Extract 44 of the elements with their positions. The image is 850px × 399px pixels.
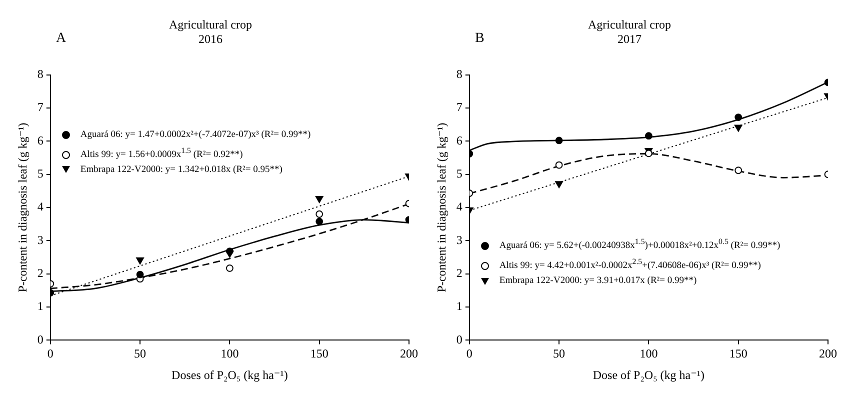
- y-tick-label: 6: [456, 133, 462, 148]
- text: A: [56, 31, 67, 46]
- y-axis-title: P-content in diagnosis leaf (g kg⁻¹): [434, 122, 448, 292]
- legend-label: Altis 99: y= 1.56+0.0009x$^{1.5}$ (R²= 0.92**): [80, 146, 243, 160]
- x-tick-label: 100: [640, 346, 658, 361]
- y-tick-label: 6: [37, 133, 44, 148]
- chart-title: Agricultural crop: [588, 17, 671, 32]
- y-tick-label: 7: [37, 100, 44, 114]
- y-tick-label: 1: [37, 299, 44, 314]
- legend-label: Altis 99: y= 4.42+0.001x²-0.0002x$^{2.5}$+(7.40608e-06)x³ (R²= 0.99**): [499, 257, 761, 272]
- text: B: [475, 31, 484, 46]
- x-axis-title: Dose of P₂O₅ (kg ha⁻¹): [592, 368, 705, 382]
- x-tick-label: 200: [400, 346, 418, 361]
- y-tick-label: 2: [456, 266, 462, 280]
- y-tick-label: 2: [37, 266, 44, 280]
- y-tick-label: 8: [456, 66, 462, 81]
- y-tick-label: 7: [456, 100, 462, 114]
- y-axis-title: P-content in diagnosis leaf (g kg⁻¹): [15, 122, 30, 292]
- legend-label: Embrapa 122-V2000: y= 3.91+0.017x (R²= 0.99**): [499, 276, 697, 286]
- x-tick-label: 150: [729, 346, 748, 361]
- y-tick-label: 8: [37, 66, 44, 81]
- y-tick-label: 4: [37, 200, 44, 214]
- legend-label: Aguará 06: y= 1.47+0.0002x²+(-7.4072e-07)x³ (R²= 0.99**): [80, 130, 311, 140]
- x-tick-label: 50: [553, 346, 566, 361]
- chart-title: Agricultural crop: [169, 17, 252, 32]
- y-tick-label: 3: [456, 232, 462, 247]
- legend-label: Aguará 06: y= 5.62+(-0.00240938x$^{1.5}$)+0.00018x²+0.12x$^{0.5}$ (R²= 0.99**): [499, 237, 780, 252]
- x-tick-label: 0: [47, 346, 54, 361]
- x-tick-label: 100: [220, 346, 239, 361]
- y-tick-label: 3: [37, 232, 44, 247]
- y-tick-label: 5: [37, 166, 44, 180]
- x-tick-label: 0: [466, 346, 472, 361]
- y-tick-label: 0: [456, 332, 462, 346]
- x-axis-title: Doses of P₂O₅ (kg ha⁻¹): [172, 368, 288, 382]
- chart-subtitle: 2016: [198, 32, 222, 46]
- chart-subtitle: 2017: [618, 32, 642, 46]
- y-tick-label: 5: [456, 166, 462, 180]
- x-tick-label: 50: [134, 346, 146, 361]
- y-tick-label: 4: [456, 200, 462, 214]
- y-tick-label: 0: [37, 332, 44, 346]
- x-tick-label: 150: [310, 346, 328, 361]
- x-tick-label: 200: [819, 346, 837, 361]
- legend-label: Embrapa 122-V2000: y= 1.342+0.018x (R²= 0.95**): [80, 165, 282, 176]
- y-tick-label: 1: [456, 299, 462, 314]
